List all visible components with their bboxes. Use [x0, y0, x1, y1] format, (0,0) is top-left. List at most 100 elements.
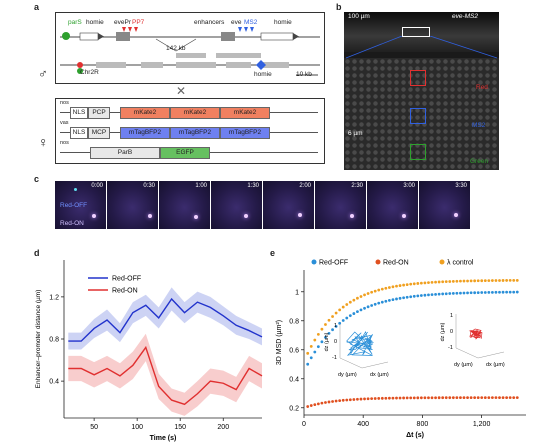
msd-point-2-24 [391, 285, 395, 289]
blue-roi-box [410, 108, 426, 124]
inset1-tick-zero: 0 [450, 329, 453, 335]
msd-point-1-1 [309, 404, 313, 407]
msd-point-1-29 [409, 396, 413, 400]
msd-point-1-37 [437, 396, 441, 400]
msd-point-1-4 [320, 401, 324, 405]
msd-point-0-53 [494, 290, 498, 294]
msd-point-1-53 [494, 396, 498, 400]
msd-point-1-26 [398, 396, 402, 400]
msd-point-2-20 [377, 288, 381, 292]
msd-point-1-31 [416, 396, 420, 400]
red-roi-box [410, 70, 426, 86]
msd-point-0-29 [409, 295, 413, 299]
msd-point-0-58 [512, 290, 516, 294]
construct-nls-2: NLS [70, 127, 88, 139]
inset0-trajectory [346, 330, 375, 356]
inset1-dx-label: dx (µm) [486, 362, 505, 368]
msd-point-2-43 [459, 279, 462, 283]
msd-point-0-5 [324, 336, 327, 339]
red-channel-label: Red [476, 84, 488, 91]
y-tick-label-3: 0.8 [289, 318, 299, 325]
msd-point-0-57 [508, 290, 512, 294]
inset1-tick-pos: 1 [450, 313, 453, 319]
msd-point-0-50 [483, 291, 487, 294]
msd-point-0-39 [444, 292, 448, 296]
msd-point-1-20 [377, 397, 381, 400]
msd-point-0-54 [498, 290, 501, 294]
construct-mtagbfp2-3: mTagBFP2 [220, 127, 270, 139]
error-band-0 [68, 287, 262, 350]
genomic-map-svg [60, 27, 320, 76]
msd-point-1-33 [423, 396, 427, 400]
pars-dot [62, 32, 70, 40]
msd-point-1-32 [419, 396, 423, 400]
msd-point-0-30 [412, 294, 416, 298]
msd-point-0-19 [373, 302, 377, 306]
msd-point-0-38 [441, 292, 445, 296]
chr-label: Chr2R [80, 69, 99, 76]
construct-pcp: PCP [88, 107, 110, 119]
msd-point-0-25 [395, 297, 398, 301]
msd-point-0-16 [363, 306, 366, 310]
inset0-dx-label: dx (µm) [370, 372, 389, 378]
green-roi-box [410, 144, 426, 160]
msd-point-1-13 [352, 398, 356, 401]
msd-point-1-19 [373, 397, 377, 400]
msd-point-2-52 [491, 279, 494, 282]
distance-chart: 0.4 0.8 1.2 50 100 150 200 Time (s) Enhancer–pro… [35, 260, 263, 442]
x-tick-label-3: 200 [217, 424, 229, 431]
msd-point-0-14 [356, 310, 359, 314]
msd-point-2-11 [345, 303, 349, 306]
msd-point-1-47 [473, 396, 477, 400]
msd-point-2-28 [405, 283, 409, 286]
pars-label: parS [68, 19, 82, 26]
msd-point-2-9 [338, 308, 342, 312]
msd-point-2-13 [352, 298, 356, 302]
msd-point-2-50 [483, 279, 487, 283]
msd-point-0-9 [338, 321, 342, 325]
msd-point-0-47 [473, 291, 477, 295]
msd-point-1-50 [483, 396, 487, 400]
inset0-dy-label: dy (µm) [338, 372, 357, 378]
kb142-label: 142 kb [166, 45, 186, 52]
msd-point-0-59 [515, 290, 519, 294]
msd-point-2-54 [498, 279, 501, 282]
msd-point-0-52 [491, 290, 494, 294]
y-axis-label: Enhancer–promoter distance (µm) [35, 290, 42, 389]
msd-point-0-24 [391, 298, 395, 302]
msd-point-1-55 [501, 396, 505, 400]
green-channel-label: Green [470, 158, 489, 165]
msd-point-2-2 [313, 338, 317, 342]
msd-point-2-44 [462, 279, 466, 283]
construct-egfp: EGFP [160, 147, 210, 159]
msd-point-2-25 [395, 284, 398, 288]
msd-point-1-46 [469, 396, 473, 400]
msd-point-1-56 [505, 396, 509, 400]
msd-point-2-33 [423, 281, 427, 285]
msd-point-0-11 [345, 316, 349, 320]
msd-point-1-22 [384, 396, 388, 400]
msd-point-0-44 [462, 291, 466, 295]
msd-point-1-52 [491, 396, 494, 400]
msd-point-2-31 [416, 282, 420, 285]
msd-point-2-10 [341, 305, 345, 309]
y-tick-label-1: 0.8 [49, 337, 59, 344]
scale-2um-label: 2 µm [474, 220, 489, 227]
msd-point-1-44 [462, 396, 466, 400]
msd-point-1-11 [345, 398, 349, 402]
embryo-image: 100 µm eve-MS2 6 µm Red MS2 Green [344, 12, 499, 170]
msd-point-1-54 [498, 396, 501, 400]
msd-point-2-19 [373, 289, 377, 293]
msd-point-0-18 [370, 304, 374, 307]
msd-point-1-7 [331, 400, 334, 403]
msd-point-0-43 [459, 291, 462, 295]
legend-label-0: Red-OFF [319, 260, 348, 267]
y-tick-label-2: 0.6 [289, 347, 299, 354]
red-on-frame-label: Red-ON [60, 220, 84, 227]
construct-mkate2-2: mKate2 [170, 107, 220, 119]
panel-e-label: e [270, 248, 276, 258]
x-axis-label: Time (s) [150, 435, 177, 442]
msd-point-1-27 [402, 396, 406, 400]
msd-point-2-35 [430, 280, 434, 284]
msd-point-1-51 [487, 396, 491, 400]
